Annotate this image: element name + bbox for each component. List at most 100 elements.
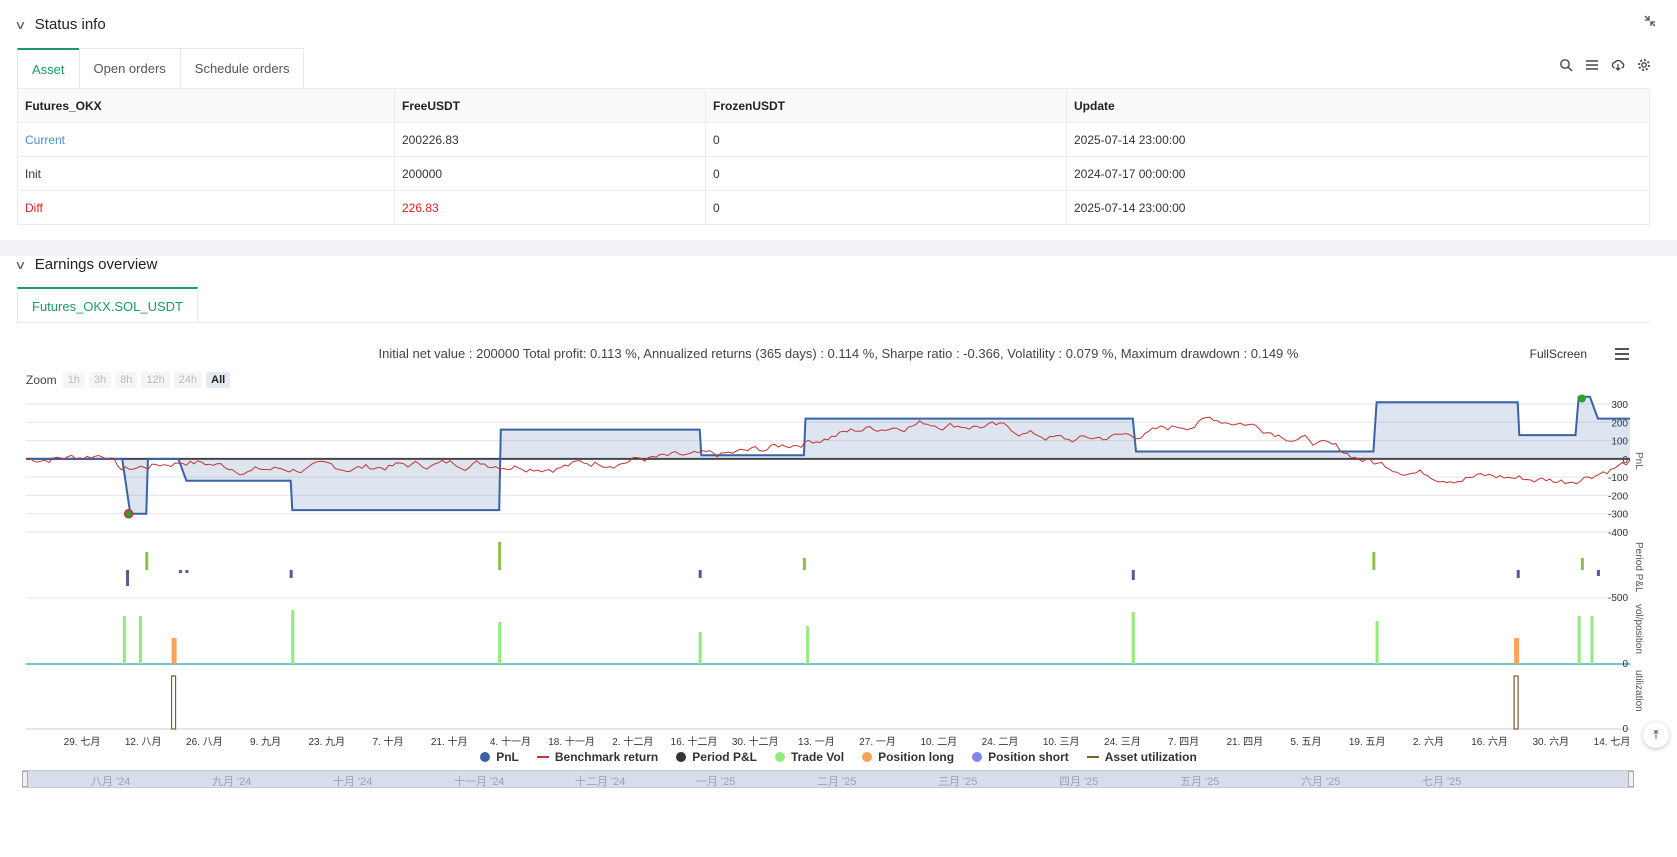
earnings-chart[interactable]: 300 200 100 0 -100 -200 -300 -400 PnL -500 Period … (0, 392, 1677, 748)
zoom-12h-button[interactable]: 12h (141, 372, 170, 388)
legend-position-short[interactable]: Position short (972, 750, 1069, 764)
earnings-overview-header[interactable]: ∨ Earnings overview (14, 256, 157, 273)
cell: 0 (705, 156, 1067, 191)
x-axis-tick-label: 13. 一月 (798, 736, 835, 748)
legend-position-long[interactable]: Position long (862, 750, 954, 764)
tab-schedule-orders[interactable]: Schedule orders (179, 48, 305, 88)
status-tabs: Asset Open orders Schedule orders (17, 48, 305, 89)
tab-futures-okx-sol-usdt[interactable]: Futures_OKX.SOL_USDT (17, 287, 198, 322)
tab-divider (17, 322, 1650, 323)
legend-asset-utilization[interactable]: Asset utilization (1086, 750, 1197, 764)
trade-vol-bar (1577, 616, 1581, 664)
x-axis-tick-label: 27. 一月 (859, 736, 896, 748)
cell: 2025-07-14 23:00:00 (1066, 122, 1650, 157)
legend-pnl[interactable]: PnL (480, 750, 519, 764)
legend-benchmark-return[interactable]: Benchmark return (536, 750, 658, 764)
period-pnl-bar (145, 552, 149, 570)
fullscreen-button[interactable]: FullScreen (1529, 347, 1587, 361)
pnl-area (26, 396, 1630, 514)
col-frozen-usdt: FrozenUSDT (705, 88, 1067, 123)
row-label-init: Init (17, 156, 395, 191)
x-axis-tick-label: 21. 十月 (431, 735, 468, 748)
row-label-current[interactable]: Current (17, 122, 395, 157)
period-pnl-bar (698, 570, 702, 578)
time-navigator[interactable]: 八月 '24 九月 '24 十月 '24 十一月 '24 十二月 '24 一月 '25 二月… (22, 770, 1634, 788)
tab-open-orders[interactable]: Open orders (78, 48, 181, 88)
x-axis-tick-label: 24. 二月 (982, 736, 1019, 748)
period-pnl-bar (185, 570, 189, 573)
navigator-month-label: 五月 '25 (1180, 776, 1220, 788)
zoom-all-button[interactable]: All (206, 372, 231, 388)
legend-period-pnl[interactable]: Period P&L (676, 750, 757, 764)
row-label-diff: Diff (17, 190, 395, 225)
status-info-header[interactable]: ∨ Status info (14, 16, 105, 33)
x-axis-tick-label: 7. 十月 (372, 735, 403, 748)
zoom-1h-button[interactable]: 1h (62, 372, 85, 388)
trade-vol-bar (698, 632, 702, 664)
util-axis-tick-label: 0 (1622, 724, 1628, 735)
x-axis-tick-label: 4. 十一月 (490, 735, 531, 748)
x-axis-tick-label: 30. 六月 (1532, 736, 1569, 748)
x-axis-tick-label: 2. 十二月 (612, 735, 653, 748)
legend-trade-vol[interactable]: Trade Vol (774, 750, 844, 764)
period-pnl-bar (1516, 570, 1520, 578)
table-row: Current 200226.83 0 2025-07-14 23:00:00 (17, 122, 1650, 157)
pnl-axis-tick-label: -300 (1608, 510, 1628, 521)
collapse-icon[interactable] (1643, 14, 1657, 28)
x-axis-tick-label: 5. 五月 (1290, 736, 1321, 748)
max-marker (1577, 394, 1586, 403)
navigator-month-label: 六月 '25 (1301, 776, 1341, 788)
chevron-down-icon[interactable]: ∨ (14, 257, 27, 272)
util-axis-label: utilization (1633, 670, 1644, 712)
cloud-download-icon[interactable] (1611, 58, 1625, 72)
x-axis-tick-label: 23. 九月 (308, 736, 345, 748)
pnl-axis-tick-label: 100 (1611, 437, 1628, 448)
navigator-left-handle[interactable] (22, 771, 28, 787)
min-marker (123, 508, 134, 519)
cell: 200000 (394, 156, 706, 191)
x-axis-tick-label: 10. 三月 (1043, 736, 1080, 748)
cell: 0 (705, 122, 1067, 157)
chevron-down-icon[interactable]: ∨ (14, 17, 27, 32)
utilization-legend-marker (1086, 756, 1099, 758)
pnl-axis-tick-label: -400 (1608, 528, 1628, 539)
cell: 2024-07-17 00:00:00 (1066, 156, 1650, 191)
navigator-month-label: 二月 '25 (817, 776, 857, 788)
navigator-month-label: 七月 '25 (1422, 776, 1462, 788)
list-icon[interactable] (1585, 58, 1599, 72)
status-info-panel: ∨ Status info Asset Open orders Schedule… (0, 0, 1677, 240)
period-pnl-bar (1131, 570, 1135, 580)
chart-legend: PnL Benchmark return Period P&L Trade Vo… (0, 750, 1677, 764)
position-short-legend-marker (972, 752, 983, 762)
period-pnl-bar (289, 570, 293, 578)
x-axis-tick-label: 29. 七月 (64, 736, 101, 748)
navigator-month-label: 九月 '24 (212, 776, 252, 788)
pnl-legend-marker (480, 752, 491, 762)
x-axis-tick-label: 7. 四月 (1168, 736, 1199, 748)
period-pnl-bar (126, 570, 130, 586)
zoom-24h-button[interactable]: 24h (173, 372, 203, 388)
period-pnl-bar (1372, 552, 1376, 570)
tab-asset[interactable]: Asset (17, 48, 80, 88)
period-pnl-bar (498, 542, 502, 570)
chart-menu-icon[interactable] (1614, 347, 1630, 361)
trade-vol-bar (1131, 612, 1135, 664)
search-icon[interactable] (1559, 58, 1573, 72)
cell: 226.83 (394, 190, 706, 225)
navigator-right-handle[interactable] (1628, 771, 1634, 787)
col-futures-okx: Futures_OKX (17, 88, 395, 123)
x-axis-tick-label: 9. 九月 (250, 736, 281, 748)
vol-axis-tick-label: 0 (1622, 659, 1628, 670)
navigator-month-label: 十二月 '24 (575, 776, 626, 788)
utilization-bar (1513, 675, 1519, 730)
gear-icon[interactable] (1637, 58, 1651, 72)
pnl-axis-tick-label: 300 (1611, 400, 1628, 411)
position-long-bar (1514, 638, 1520, 664)
pnl-axis-tick-label: -100 (1608, 473, 1628, 484)
zoom-3h-button[interactable]: 3h (88, 372, 112, 388)
trade-vol-bar (122, 616, 126, 664)
pnl-axis-tick-label: 200 (1611, 418, 1628, 429)
scroll-to-top-button[interactable]: ⤒ (1643, 722, 1669, 748)
zoom-8h-button[interactable]: 8h (115, 372, 138, 388)
trade-vol-bar (806, 626, 810, 664)
